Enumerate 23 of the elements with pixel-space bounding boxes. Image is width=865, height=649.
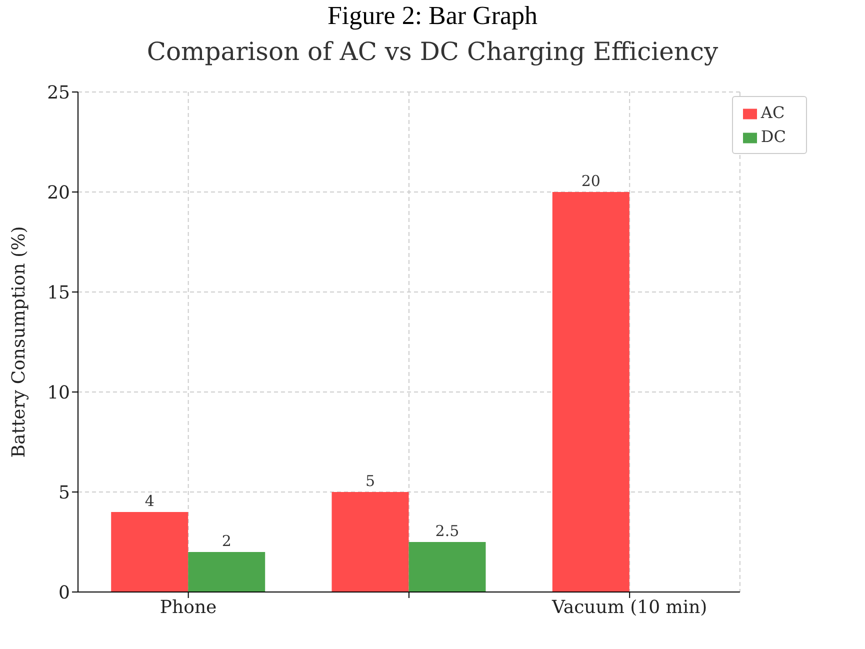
- y-tick-label: 20: [47, 182, 70, 204]
- y-tick-label: 25: [47, 82, 70, 104]
- data-label: 4: [144, 492, 154, 510]
- chart-subtitle: Comparison of AC vs DC Charging Efficiency: [146, 36, 720, 68]
- bar: [552, 192, 630, 592]
- chart-title: Figure 2: Bar Graph: [326, 0, 539, 32]
- data-label: 2: [222, 532, 232, 550]
- y-tick-label: 5: [58, 482, 70, 504]
- x-tick-label: Vacuum (10 min): [550, 596, 708, 618]
- bar: [332, 492, 409, 592]
- y-tick-label: 15: [47, 282, 70, 304]
- data-label: 2.5: [435, 522, 460, 540]
- data-label: 5: [365, 472, 376, 490]
- data-label: 20: [581, 172, 600, 190]
- bar: [188, 552, 266, 592]
- x-tick-label: Phone: [160, 596, 217, 618]
- y-tick-label: 10: [47, 382, 70, 404]
- legend-label: AC: [760, 103, 785, 122]
- y-tick-label: 0: [58, 582, 70, 604]
- legend-label: DC: [760, 127, 786, 146]
- bar: [111, 512, 188, 592]
- y-axis-title: Battery Consumption (%): [8, 226, 30, 458]
- bar: [408, 542, 486, 592]
